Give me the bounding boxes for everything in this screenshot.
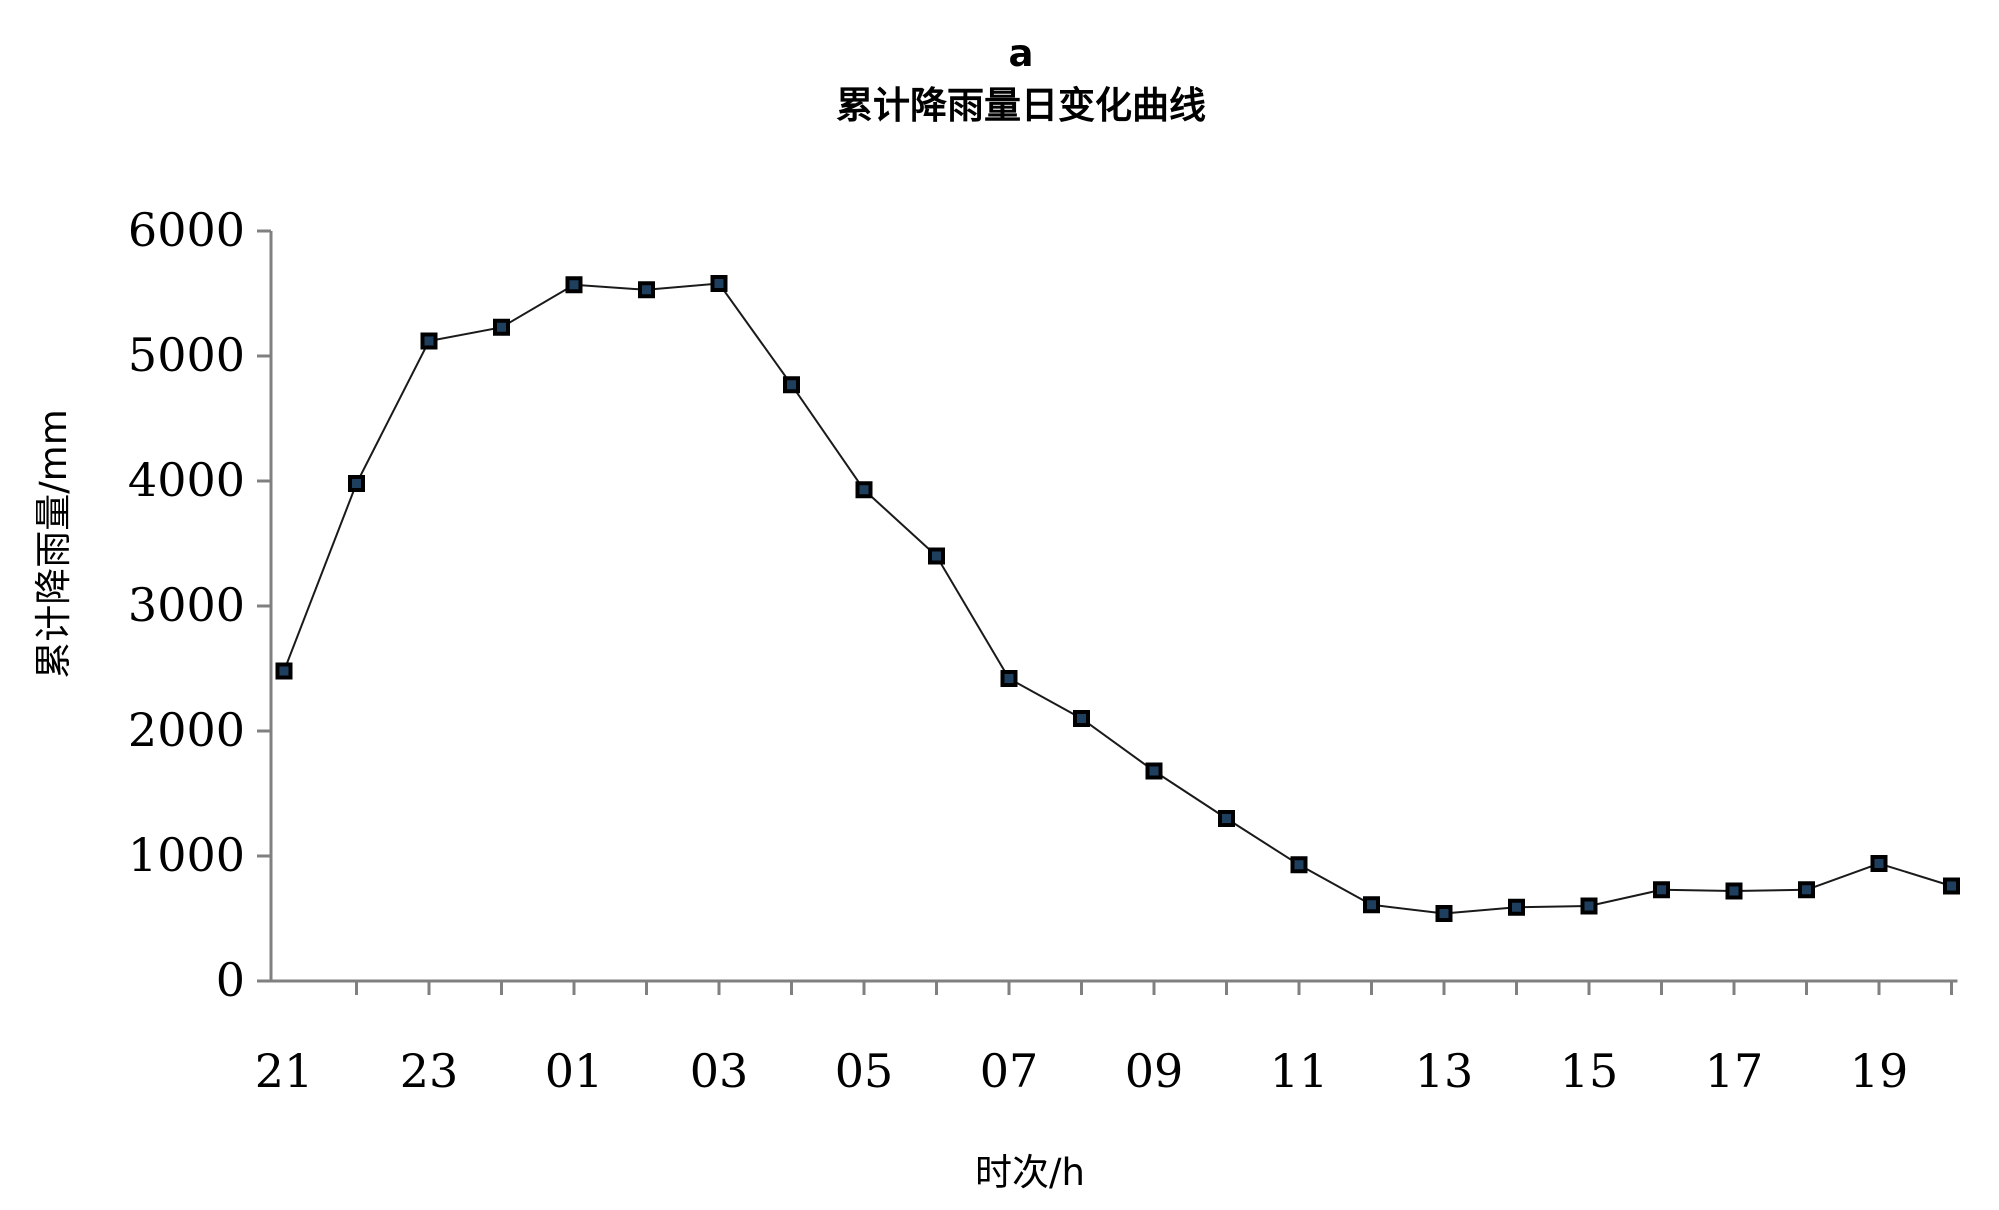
data-point: [783, 376, 800, 394]
data-point: [1073, 710, 1090, 727]
y-tick-label: 0: [216, 953, 245, 1007]
data-point: [638, 281, 655, 299]
x-tick-label: 13: [1415, 1044, 1474, 1098]
data-point: [1870, 855, 1888, 872]
x-axis-label: 时次/h: [975, 1151, 1085, 1194]
data-point: [1725, 882, 1743, 900]
x-tick-label: 07: [980, 1044, 1039, 1098]
chart-title: a: [1009, 32, 1034, 75]
data-point: [1435, 905, 1453, 922]
data-point: [1363, 896, 1380, 914]
data-point: [1508, 898, 1525, 916]
data-point: [1218, 810, 1235, 827]
x-tick-label: 21: [255, 1044, 314, 1098]
data-point: [928, 547, 945, 565]
data-point: [1580, 897, 1598, 915]
chart-subtitle: 累计降雨量日变化曲线: [836, 84, 1206, 127]
x-tick-label: 19: [1850, 1044, 1909, 1098]
data-point: [855, 481, 873, 499]
x-tick-label: 09: [1125, 1044, 1184, 1098]
x-axis: 21 23 01 03 05 07 09 11 13 15 17 19: [255, 979, 1958, 1098]
x-tick-label: 03: [690, 1044, 749, 1098]
series-line: [283, 282, 1952, 915]
data-point: [1653, 881, 1670, 899]
x-tick-label: 01: [545, 1044, 604, 1098]
x-tick-label: 15: [1560, 1044, 1619, 1098]
y-tick-label: 1000: [128, 828, 245, 882]
data-point: [348, 475, 365, 492]
x-tick-label: 17: [1705, 1044, 1764, 1098]
y-tick-label: 2000: [128, 703, 245, 757]
x-tick-label: 11: [1270, 1044, 1329, 1098]
y-axis-label: 累计降雨量/mm: [32, 409, 75, 679]
data-point: [1290, 856, 1308, 874]
series-line-group: [283, 282, 1952, 915]
x-tick-label: 05: [835, 1044, 894, 1098]
data-point: [565, 276, 583, 294]
data-point: [1000, 670, 1018, 687]
data-point: [1943, 877, 1960, 895]
data-point: [275, 662, 293, 680]
y-tick-label: 4000: [128, 453, 245, 507]
y-tick-label: 3000: [128, 578, 245, 632]
y-axis: 0 1000 2000 3000 4000 5000 6000: [128, 203, 273, 1007]
data-point: [1145, 762, 1163, 780]
data-point: [493, 318, 510, 336]
data-point: [710, 275, 728, 292]
data-markers: [275, 275, 1960, 922]
x-tick-label: 23: [400, 1044, 459, 1098]
data-point: [420, 332, 438, 350]
data-point: [1798, 881, 1815, 899]
y-tick-label: 6000: [128, 203, 245, 257]
y-tick-label: 5000: [128, 328, 245, 382]
